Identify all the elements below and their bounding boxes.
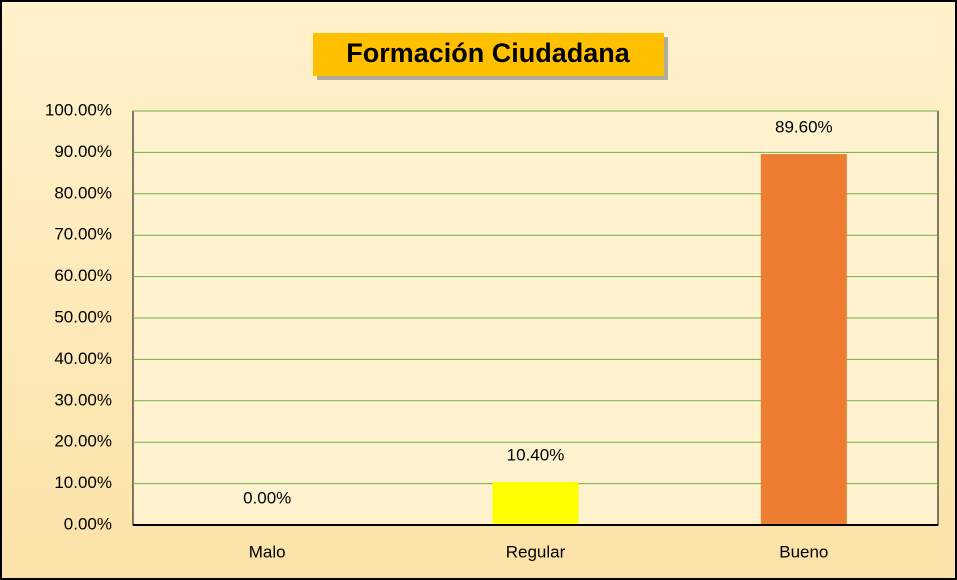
title-box xyxy=(313,33,664,76)
value-label: 89.60% xyxy=(775,118,833,137)
y-tick-label: 40.00% xyxy=(54,349,112,368)
value-label: 10.40% xyxy=(507,445,565,464)
y-tick-label: 50.00% xyxy=(54,307,112,326)
y-tick-label: 10.00% xyxy=(54,473,112,492)
x-tick-label: Regular xyxy=(506,542,566,561)
y-tick-label: 30.00% xyxy=(54,390,112,409)
x-tick-label: Bueno xyxy=(779,542,828,561)
y-tick-label: 80.00% xyxy=(54,183,112,202)
bar xyxy=(492,481,579,525)
x-tick-label: Malo xyxy=(249,542,286,561)
y-tick-label: 100.00% xyxy=(45,100,112,119)
y-tick-label: 20.00% xyxy=(54,432,112,451)
y-tick-label: 0.00% xyxy=(64,514,112,533)
chart-title: Formación Ciudadana xyxy=(346,38,631,68)
y-tick-label: 90.00% xyxy=(54,142,112,161)
y-tick-label: 60.00% xyxy=(54,266,112,285)
value-label: 0.00% xyxy=(243,488,291,507)
y-tick-label: 70.00% xyxy=(54,225,112,244)
bar xyxy=(760,154,847,525)
